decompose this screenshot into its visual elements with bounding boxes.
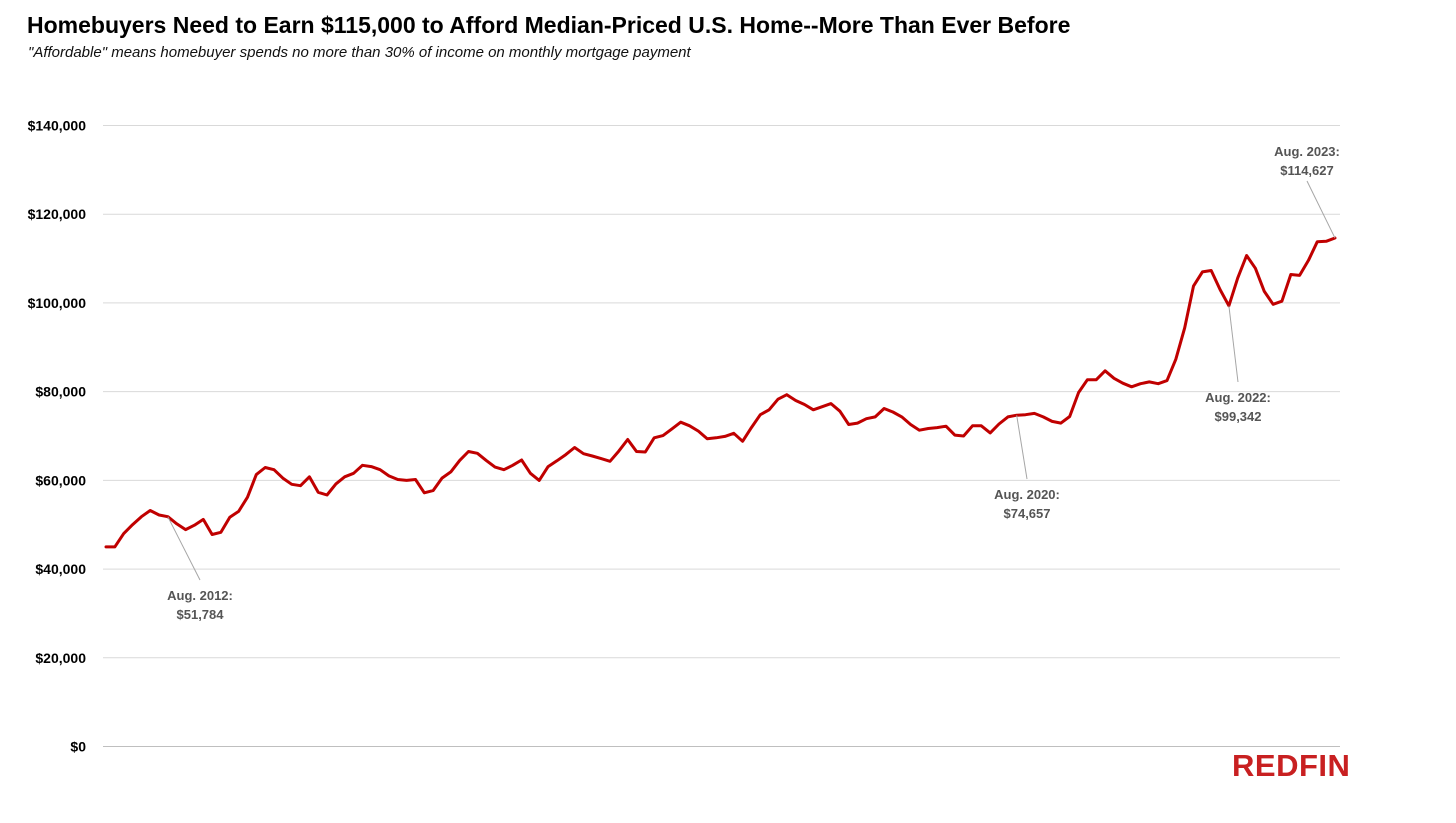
annotation-label: $74,657 xyxy=(1004,506,1051,521)
y-tick-label: $120,000 xyxy=(28,206,87,222)
redfin-logo: REDFIN xyxy=(1232,748,1351,783)
gridlines xyxy=(103,125,1340,747)
annotation-label: Aug. 2022: xyxy=(1205,390,1271,405)
y-tick-label: $80,000 xyxy=(35,384,86,400)
y-tick-label: $140,000 xyxy=(28,118,87,134)
series xyxy=(104,236,1337,549)
annotation-label: Aug. 2023: xyxy=(1274,144,1340,159)
chart-subtitle: "Affordable" means homebuyer spends no m… xyxy=(28,44,691,61)
annotations: Aug. 2012: $51,784 Aug. 2020: $74,657 Aug. 2… xyxy=(167,144,1340,622)
annotation-label: $114,627 xyxy=(1280,163,1334,178)
y-tick-label: $0 xyxy=(70,739,86,755)
annotation-leader-line xyxy=(1016,415,1028,480)
chart-title: Homebuyers Need to Earn $115,000 to Affo… xyxy=(27,12,1071,38)
y-tick-label: $20,000 xyxy=(35,650,86,666)
y-tick-label: $40,000 xyxy=(35,561,86,577)
annotation-label: Aug. 2020: xyxy=(994,487,1060,502)
y-tick-label: $60,000 xyxy=(35,472,86,488)
series-line xyxy=(104,236,1337,549)
annotation-leader-line xyxy=(1306,180,1336,239)
y-tick-label: $100,000 xyxy=(28,295,87,311)
annotation-leader-line xyxy=(1228,305,1239,383)
annotation-label: $99,342 xyxy=(1215,409,1262,424)
y-axis-tick-labels: $0 $20,000 $40,000 $60,000 $80,000 $100,000 $1… xyxy=(28,118,87,755)
annotation-label: Aug. 2012: xyxy=(167,588,233,603)
annotation-leader-line xyxy=(167,516,201,581)
annotation-label: $51,784 xyxy=(177,607,225,622)
